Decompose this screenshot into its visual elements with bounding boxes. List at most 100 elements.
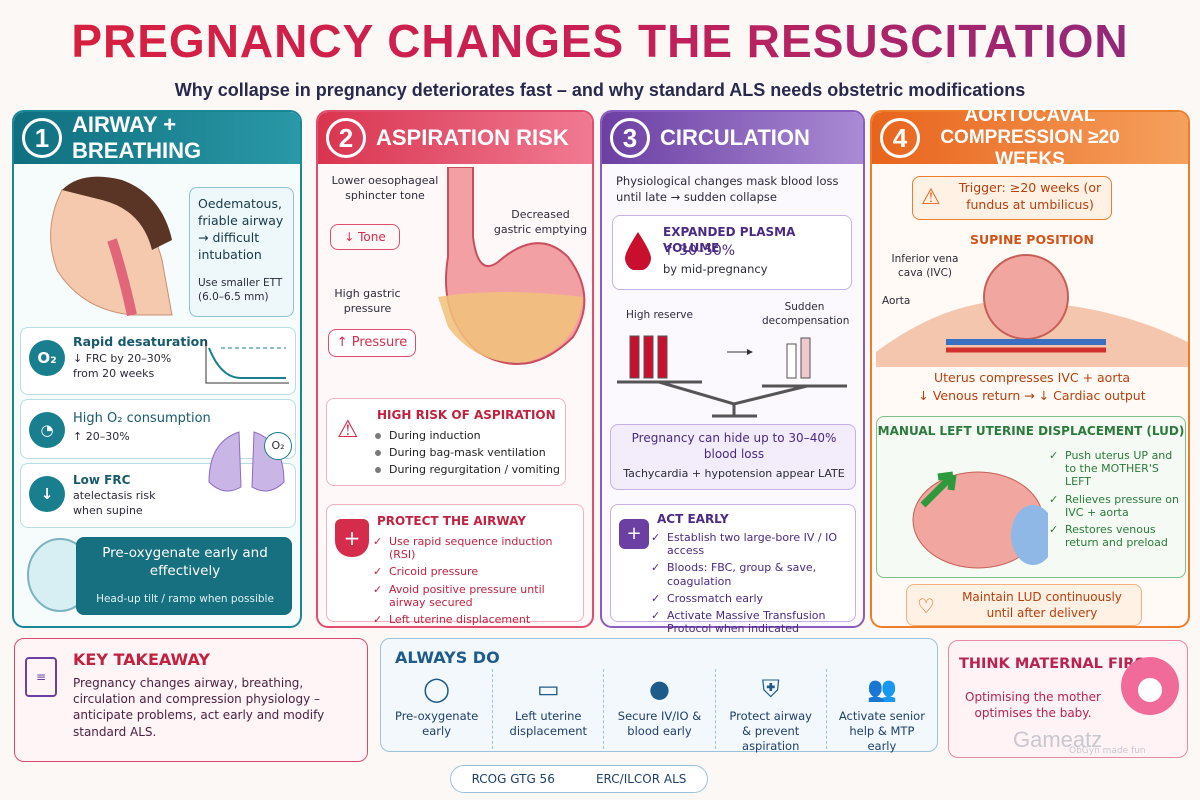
label: High gastric pressure (334, 287, 401, 315)
item-text: ↑ 20–30% (73, 430, 130, 443)
item-icon: ◯ (423, 675, 451, 703)
list-item: Left uterine displacement (373, 613, 578, 626)
list-item: Push uterus UP and to the MOTHER'S LEFT (1049, 449, 1181, 489)
item-label: Left uterine displacement (509, 709, 588, 738)
act-box: + ACT EARLY Establish two large-bore IV … (610, 504, 856, 635)
desat-graph (205, 340, 289, 384)
head-illustration (50, 176, 173, 317)
lud-list: Push uterus UP and to the MOTHER'S LEFT R… (1049, 445, 1181, 553)
tag: ↑ Pressure (328, 329, 416, 357)
panel-title: AORTOCAVAL COMPRESSION ≥20 WEEKS (940, 105, 1120, 170)
box-title: ACT EARLY (657, 512, 729, 526)
panel-header: 4 AORTOCAVAL COMPRESSION ≥20 WEEKS (872, 105, 1188, 170)
label: Lower oesophageal sphincter tone (331, 174, 439, 202)
box-title: HIGH RISK OF ASPIRATION (377, 408, 556, 422)
item-text: atelectasis risk when supine (73, 489, 156, 517)
effect: ↓ Venous return → ↓ Cardiac output (918, 388, 1146, 403)
plasma-box: EXPANDED PLASMA VOLUME ↑ 30–50% by mid-p… (612, 215, 852, 290)
panel-number: 2 (326, 118, 366, 158)
item-label: Secure IV/IO & blood early (617, 709, 702, 738)
clipboard-icon: ≡ (25, 657, 57, 697)
mother-icon (1121, 657, 1179, 715)
panel-title: ASPIRATION RISK (376, 125, 569, 150)
effect: Uterus compresses IVC + aorta (933, 370, 1131, 385)
always-do-item: ▭ Left uterine displacement (492, 669, 603, 749)
protect-list: Use rapid sequence induction (RSI) Cricoi… (373, 531, 578, 630)
note-text: Use smaller ETT (6.0–6.5 mm) (198, 277, 283, 304)
takeaway-box: ≡ KEY TAKEAWAY Pregnancy changes airway,… (14, 638, 368, 762)
panel-header: 1 AIRWAY + BREATHING (14, 112, 300, 164)
box-title: MANUAL LEFT UTERINE DISPLACEMENT (LUD) (877, 424, 1185, 438)
trigger-box: ⚠ Trigger: ≥20 weeks (or fundus at umbil… (912, 176, 1112, 220)
list-item: Activate Massive Transfusion Protocol wh… (651, 609, 851, 635)
intro: Physiological changes mask blood loss un… (616, 174, 839, 204)
maternal-text: Optimising the mother optimises the baby… (965, 690, 1101, 721)
list-item: Crossmatch early (651, 592, 851, 605)
stomach-illustration (438, 167, 586, 365)
item-label: Protect airway & prevent aspiration (729, 709, 812, 753)
o2-icon: O₂ (29, 340, 65, 376)
callout-title: Pre-oxygenate early and effectively (102, 545, 268, 580)
panel-header: 3 CIRCULATION (602, 112, 863, 164)
watermark: Gameatz (1013, 727, 1103, 752)
lung-label: O₂ (264, 432, 292, 460)
item-row: ↓ Low FRC atelectasis risk when supine (20, 463, 296, 528)
scale-label: Sudden decompensation (762, 301, 850, 328)
warning-icon: ⚠ (337, 415, 359, 443)
always-do-item: ◯ Pre-oxygenate early (381, 669, 492, 749)
item-label: Activate senior help & MTP early (838, 709, 925, 753)
panel-number: 4 (880, 118, 920, 158)
item-text: ↓ FRC by 20–30% from 20 weeks (73, 352, 172, 380)
always-do-item: 👥 Activate senior help & MTP early (825, 669, 937, 753)
takeaway-text: Pregnancy changes airway, breathing, cir… (73, 676, 325, 739)
item-title: High O₂ consumption (73, 411, 211, 426)
list-item: Restores venous return and preload (1049, 523, 1181, 549)
page-title: PREGNANCY CHANGES THE RESUSCITATION (0, 14, 1200, 68)
always-do-items: ◯ Pre-oxygenate early ▭ Left uterine displa… (381, 669, 937, 753)
risk-list: During induction During bag-mask ventilat… (373, 425, 560, 481)
list-item: Cricoid pressure (373, 565, 578, 578)
reference: ERC/ILCOR ALS (595, 772, 687, 786)
panel-number: 3 (610, 118, 650, 158)
label: Decreased gastric emptying (493, 208, 588, 236)
list-item: During regurgitation / vomiting (373, 463, 560, 476)
trigger-text: Trigger: ≥20 weeks (or fundus at umbilic… (958, 180, 1102, 212)
list-item: Use rapid sequence induction (RSI) (373, 535, 578, 561)
ivc-label: Inferior vena cava (IVC) (891, 253, 959, 280)
item-icon: ● (649, 675, 670, 703)
panel-airway: 1 AIRWAY + BREATHING Oedematous, friable… (12, 110, 302, 628)
supine-illustration (876, 254, 1188, 367)
always-do-box: ALWAYS DO ◯ Pre-oxygenate early ▭ Left uter… (380, 638, 938, 753)
panel-header: 2 ASPIRATION RISK (318, 112, 592, 164)
hide-title: Pregnancy can hide up to 30–40% blood lo… (631, 431, 837, 462)
takeaway-title: KEY TAKEAWAY (73, 650, 210, 669)
watermark-tag: ObGyn made fun (1069, 746, 1146, 756)
always-do-item: ● Secure IV/IO & blood early (603, 669, 714, 749)
list-item: Avoid positive pressure until airway sec… (373, 583, 578, 609)
scale-illustration (617, 335, 847, 418)
kit-icon: + (619, 519, 649, 549)
heart-icon: ♡ (917, 594, 935, 618)
item-title: Rapid desaturation (73, 334, 209, 349)
panel-aspiration: 2 ASPIRATION RISK Lower oesophageal sphi… (316, 110, 594, 628)
always-do-item: ⛨ Protect airway & prevent aspiration (714, 669, 826, 753)
panel-aortocaval: 4 AORTOCAVAL COMPRESSION ≥20 WEEKS ⚠ Tri… (870, 105, 1190, 628)
reference: RCOG GTG 56 (471, 772, 555, 786)
panel-circulation: 3 CIRCULATION Physiological changes mask… (600, 110, 865, 635)
gauge-icon: ◔ (29, 412, 65, 448)
item-icon: ▭ (536, 675, 560, 703)
list-item: During induction (373, 429, 560, 442)
tag: ↓ Tone (330, 224, 400, 250)
lud-box: MANUAL LEFT UTERINE DISPLACEMENT (LUD) P… (876, 416, 1186, 578)
box-title: EXPANDED PLASMA VOLUME (663, 225, 796, 256)
aorta-label: Aorta (882, 295, 911, 307)
protect-box: + PROTECT THE AIRWAY Use rapid sequence … (326, 504, 584, 626)
act-list: Establish two large-bore IV / IO access B… (651, 527, 851, 639)
lud-illustration (912, 471, 1048, 569)
references: RCOG GTG 56 ERC/ILCOR ALS (450, 765, 708, 793)
list-item: Bloods: FBC, group & save, coagulation (651, 561, 851, 587)
box-title: PROTECT THE AIRWAY (377, 514, 526, 528)
item-row: O₂ Rapid desaturation ↓ FRC by 20–30% fr… (20, 327, 296, 395)
item-row: ◔ High O₂ consumption ↑ 20–30% (20, 399, 296, 459)
